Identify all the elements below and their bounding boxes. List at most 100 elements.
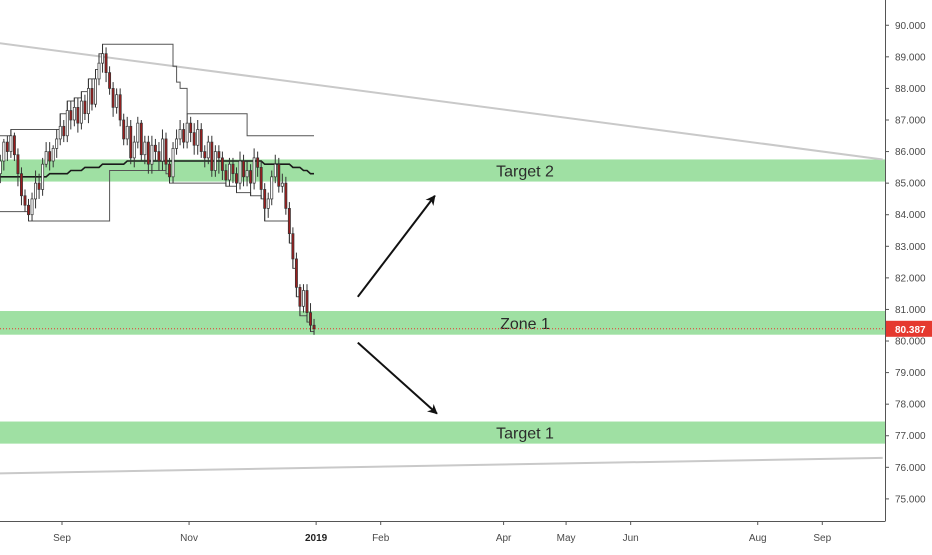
candle-body [294, 258, 298, 288]
time-tick-label: Aug [749, 533, 767, 544]
candle-body [196, 129, 200, 146]
candle [249, 164, 253, 196]
candle-body [69, 110, 73, 121]
candle-body [249, 170, 253, 184]
candle [118, 88, 122, 127]
candle [199, 123, 203, 158]
candle-body [284, 182, 288, 209]
candle [16, 148, 20, 187]
candle-body [178, 129, 182, 140]
candle [76, 97, 80, 133]
candle [90, 78, 94, 111]
candle [203, 145, 207, 168]
candle-body [30, 198, 34, 216]
candle [224, 164, 228, 187]
time-tick-label: Jun [623, 533, 639, 544]
price-tick-label: 80.000 [895, 337, 926, 348]
candle-body [104, 53, 108, 73]
candle [12, 132, 16, 162]
candle-body [312, 324, 316, 330]
candle [294, 252, 298, 297]
candle [192, 123, 196, 155]
candle-body [235, 173, 238, 184]
candle [196, 119, 200, 155]
candle-body [203, 151, 207, 159]
candle-body [9, 135, 13, 152]
candle [0, 154, 2, 184]
candle-body [122, 119, 126, 140]
candle-body [192, 132, 196, 146]
channel-upper-line [0, 43, 314, 137]
candle-body [41, 163, 45, 190]
candle-body [79, 100, 83, 124]
candle [252, 148, 256, 190]
trendline-lower [0, 456, 883, 475]
candle-body [189, 122, 193, 133]
candle [242, 154, 245, 187]
price-tick-label: 90.000 [895, 21, 926, 32]
candle-body [171, 148, 175, 178]
candle-body [252, 157, 256, 184]
candle-body [62, 125, 66, 137]
candle-body [309, 312, 312, 326]
last-price-label: 80.387 [895, 325, 926, 336]
zone-label: Target 1 [496, 426, 554, 443]
candle-body [0, 160, 2, 175]
candle [291, 227, 295, 269]
candle [150, 135, 154, 174]
candle-body [115, 94, 119, 108]
candle [164, 132, 168, 171]
candle [182, 123, 186, 149]
candle-body [97, 62, 101, 80]
candle-body [185, 122, 189, 143]
candle [111, 82, 115, 117]
candle [277, 157, 281, 193]
price-tick-label: 83.000 [895, 242, 926, 253]
candle-body [259, 167, 263, 190]
candle-body [199, 129, 203, 152]
candle-body [298, 286, 302, 307]
candle-body [175, 138, 179, 149]
candle [189, 116, 193, 143]
candle [206, 135, 210, 165]
price-tick-label: 78.000 [895, 400, 926, 411]
candle-body [143, 141, 147, 156]
candle-body [256, 157, 260, 168]
candle-body [220, 157, 224, 171]
arrows-layer [0, 194, 885, 415]
time-tick-label: Sep [813, 533, 831, 544]
candle-body [245, 170, 249, 178]
candle-body [16, 154, 20, 175]
candle [97, 53, 101, 86]
candle-body [206, 141, 210, 159]
price-tick-label: 89.000 [895, 52, 926, 63]
candle-body [5, 141, 9, 152]
candles-layer [0, 44, 316, 335]
candle-body [101, 53, 104, 64]
candle-body [238, 160, 242, 184]
candle [65, 101, 69, 143]
candle [213, 145, 217, 177]
candle [161, 129, 164, 171]
candle [227, 157, 231, 187]
candle [256, 151, 260, 177]
candle-body [76, 107, 80, 124]
candle-body [118, 94, 122, 121]
candle-body [157, 151, 161, 162]
price-tick-label: 77.000 [895, 431, 926, 442]
time-tick-label: Nov [180, 533, 198, 544]
candle [44, 142, 48, 168]
candle-body [213, 151, 217, 171]
price-tick-label: 82.000 [895, 273, 926, 284]
time-tick-label: May [557, 533, 576, 544]
candle-body [139, 122, 143, 156]
candle-body [153, 144, 157, 152]
candle [284, 176, 288, 215]
candle-body [2, 141, 6, 162]
candle [51, 145, 55, 168]
candle [72, 97, 76, 127]
price-tick-label: 86.000 [895, 147, 926, 158]
